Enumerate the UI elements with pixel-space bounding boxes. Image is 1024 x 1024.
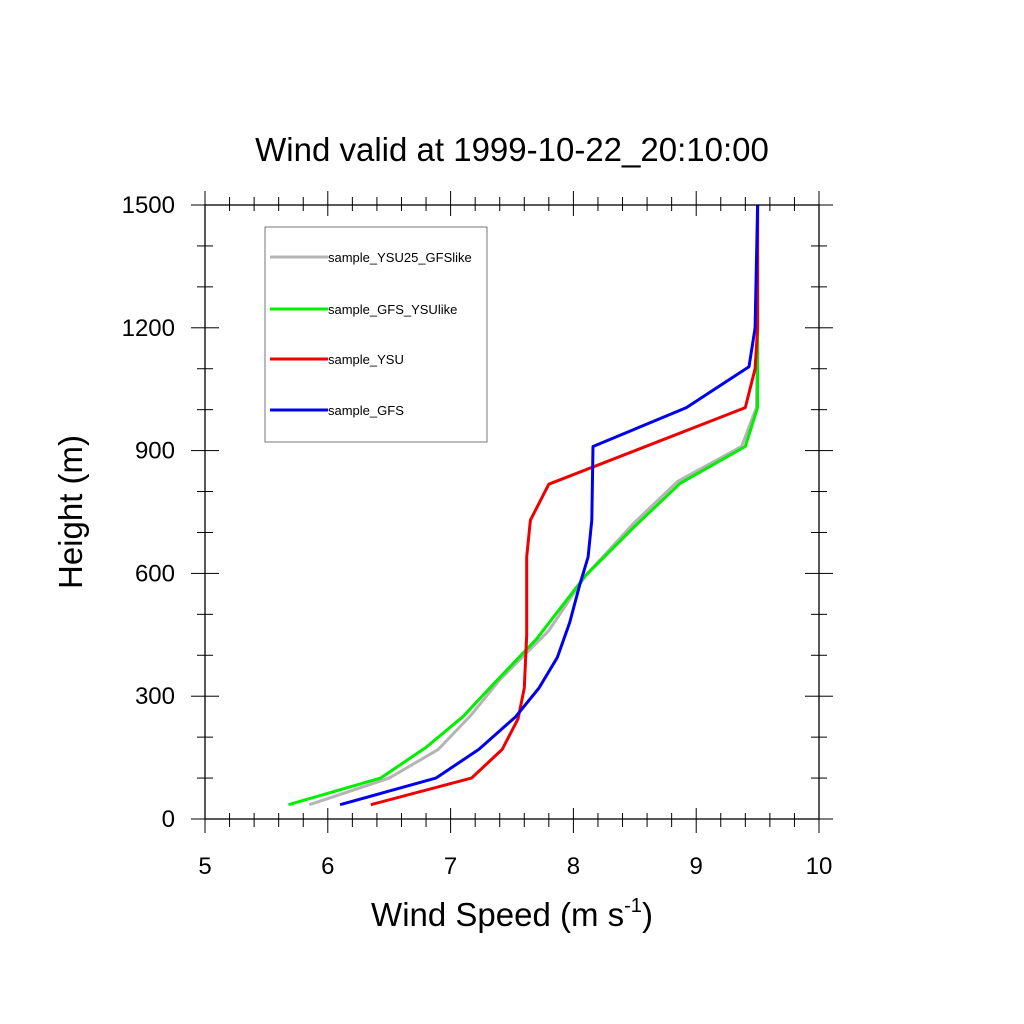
x-tick-label: 6 (321, 853, 334, 880)
legend: sample_YSU25_GFSlike sample_GFS_YSUlikesa… (270, 250, 472, 418)
x-tick-label: 5 (198, 853, 211, 880)
legend-label: sample_GFS (328, 403, 404, 418)
x-axis-label-superscript: -1 (624, 895, 642, 917)
series-layer (288, 204, 760, 807)
y-tick-label: 600 (135, 560, 175, 587)
x-tick-label: 10 (806, 853, 833, 880)
x-axis-label-close: ) (642, 896, 653, 933)
y-axis-label: Height (m) (52, 435, 89, 589)
legend-label: sample_GFS_YSUlike (328, 302, 457, 317)
chart-title: Wind valid at 1999-10-22_20:10:00 (255, 131, 769, 168)
x-axis-label-main: Wind Speed (m s (371, 896, 624, 933)
y-tick-label: 1500 (122, 192, 175, 219)
x-tick-label: 9 (690, 853, 703, 880)
y-tick-label: 1200 (122, 315, 175, 342)
legend-label: sample_YSU (328, 352, 404, 367)
series-line-sample-ysu (370, 205, 760, 807)
plot-frame (204, 204, 820, 820)
x-tick-label: 7 (444, 853, 457, 880)
y-tick-label: 0 (162, 806, 175, 833)
x-tick-label: 8 (567, 853, 580, 880)
legend-box (264, 226, 488, 443)
y-tick-label: 300 (135, 683, 175, 710)
y-tick-label: 900 (135, 438, 175, 465)
y-tick-labels: 0 300 600 900 1200 1500 (122, 192, 175, 833)
series-line-sample-gfs-ysulike (288, 205, 760, 807)
x-axis-label: Wind Speed (m s-1) (371, 895, 653, 933)
series-line-sample-gfs (339, 204, 760, 807)
legend-label: sample_YSU25_GFSlike (328, 250, 472, 265)
tick-marks (191, 191, 833, 833)
x-tick-labels: 5 6 7 8 9 10 (198, 853, 832, 880)
